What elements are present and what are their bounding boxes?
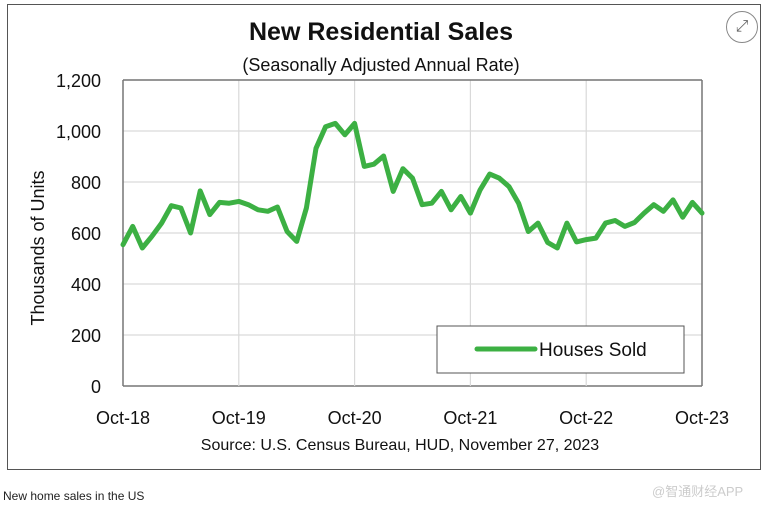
x-tick-label: Oct-22: [559, 408, 613, 428]
y-tick-label: 1,000: [56, 122, 101, 142]
chart-title: New Residential Sales: [249, 18, 513, 46]
chart-frame: [7, 4, 761, 470]
x-tick-label: Oct-21: [443, 408, 497, 428]
chart-subtitle: (Seasonally Adjusted Annual Rate): [242, 55, 519, 75]
x-tick-label: Oct-20: [328, 408, 382, 428]
source-note: Source: U.S. Census Bureau, HUD, Novembe…: [201, 437, 600, 454]
x-tick-label: Oct-23: [675, 408, 729, 428]
y-tick-label: 400: [71, 275, 101, 295]
y-tick-label: 600: [71, 224, 101, 244]
y-tick-label: 800: [71, 173, 101, 193]
y-tick-label: 0: [91, 377, 101, 397]
image-caption: New home sales in the US: [3, 489, 145, 503]
watermark: @智通财经APP: [652, 484, 744, 499]
x-tick-label: Oct-18: [96, 408, 150, 428]
expand-icon[interactable]: ⤢: [726, 11, 758, 43]
x-tick-label: Oct-19: [212, 408, 266, 428]
series-line-houses-sold: [120, 120, 705, 251]
y-tick-label: 200: [71, 326, 101, 346]
legend-label: Houses Sold: [539, 340, 647, 361]
y-axis-label: Thousands of Units: [28, 170, 48, 325]
y-tick-label: 1,200: [56, 71, 101, 91]
